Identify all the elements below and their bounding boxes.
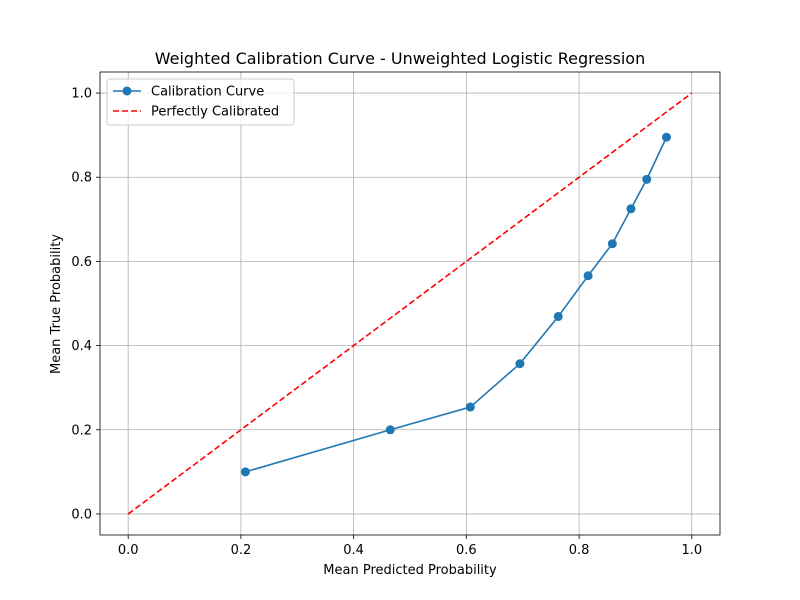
x-tick-label: 1.0 (681, 543, 702, 558)
x-tick-label: 0.6 (456, 543, 477, 558)
y-tick-label: 0.4 (71, 339, 92, 354)
y-tick-label: 0.6 (71, 255, 92, 270)
x-tick-label: 0.8 (569, 543, 590, 558)
calibration-point (240, 467, 250, 477)
legend-label: Calibration Curve (151, 85, 264, 100)
plot-area (127, 92, 693, 515)
calibration-point (607, 239, 617, 249)
legend-item: Calibration Curve (113, 85, 264, 100)
calibration-point (642, 174, 652, 184)
y-tick-label: 0.8 (71, 171, 92, 186)
y-tick-label: 0.2 (71, 423, 92, 438)
calibration-point (626, 204, 636, 214)
calibration-point (515, 359, 525, 369)
x-axis-label: Mean Predicted Probability (323, 563, 497, 578)
perfectly-calibrated-line (127, 92, 693, 515)
y-tick-label: 0.0 (71, 507, 92, 522)
calibration-point (661, 132, 671, 142)
calibration-point (465, 402, 475, 412)
x-tick-label: 0.0 (118, 543, 139, 558)
legend-item: Perfectly Calibrated (113, 105, 279, 120)
axes: 0.0 0.2 0.4 0.6 0.8 1.0 0.0 0.2 0.4 0.6 0.8 1.0 (71, 71, 721, 558)
calibration-curve-line (245, 136, 668, 473)
plot-frame (99, 71, 721, 536)
y-tick-label: 1.0 (71, 87, 92, 102)
legend-box (106, 78, 295, 126)
legend: Calibration Curve Perfectly Calibrated (106, 78, 295, 126)
calibration-point (583, 271, 593, 281)
calibration-point (385, 425, 395, 435)
y-axis-label: Mean True Probability (49, 234, 64, 374)
x-tick-label: 0.2 (231, 543, 252, 558)
calibration-point (553, 312, 563, 322)
legend-label: Perfectly Calibrated (151, 105, 279, 120)
x-tick-label: 0.4 (343, 543, 364, 558)
legend-marker (122, 86, 132, 96)
chart-title: Weighted Calibration Curve - Unweighted … (155, 49, 645, 68)
